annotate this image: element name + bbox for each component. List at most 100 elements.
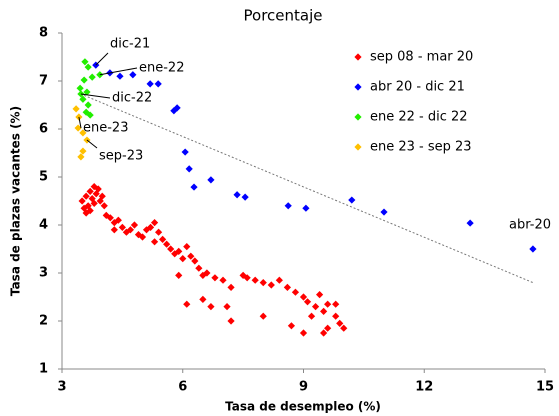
point	[86, 207, 94, 215]
point	[76, 84, 84, 92]
point	[233, 191, 241, 199]
point	[303, 298, 312, 306]
x-tick-label: 6	[178, 380, 187, 395]
point	[150, 219, 159, 227]
annotation-leader	[80, 93, 111, 99]
legend-label: ene 22 - dic 22	[370, 110, 468, 125]
point	[302, 204, 310, 212]
point	[84, 101, 92, 109]
point	[154, 80, 162, 88]
point	[118, 223, 126, 231]
point	[170, 107, 178, 115]
point	[155, 228, 163, 236]
annotation: ene-22	[139, 61, 184, 76]
point	[86, 187, 94, 195]
point	[74, 124, 82, 132]
point	[181, 148, 189, 156]
chart-subtitle: Porcentaje	[244, 7, 323, 25]
point	[129, 71, 137, 79]
point	[183, 300, 191, 308]
annotation: dic-22	[112, 91, 152, 106]
point	[114, 216, 122, 224]
point	[82, 192, 90, 200]
point	[199, 295, 207, 303]
point	[243, 274, 251, 282]
point	[191, 257, 199, 265]
point	[77, 90, 85, 98]
point	[336, 319, 344, 327]
point	[72, 105, 80, 113]
annotation-leader	[86, 139, 98, 149]
point	[223, 303, 231, 311]
legend-marker	[354, 143, 362, 151]
point	[241, 193, 249, 201]
annotation-leader	[95, 52, 109, 66]
point	[324, 324, 332, 332]
point	[380, 208, 388, 216]
point	[83, 88, 91, 96]
point	[284, 202, 292, 210]
point	[77, 153, 85, 161]
trend-line	[83, 94, 534, 284]
point	[316, 291, 324, 299]
point	[259, 279, 267, 287]
point	[116, 72, 124, 80]
legend-label: abr 20 - dic 21	[370, 80, 465, 95]
point	[195, 264, 203, 272]
point	[79, 95, 87, 103]
point	[126, 226, 135, 234]
legend-label: ene 23 - sep 23	[370, 140, 472, 155]
y-axis-label: Tasa de plazas vacantes (%)	[9, 106, 23, 296]
point	[307, 312, 316, 320]
point	[299, 293, 308, 301]
annotation: ene-23	[83, 121, 128, 136]
point	[275, 276, 283, 284]
y-tick-label: 2	[39, 314, 48, 329]
x-tick-label: 15	[536, 380, 554, 395]
point	[332, 312, 340, 320]
point	[324, 300, 332, 308]
point	[163, 240, 171, 248]
point	[311, 303, 320, 311]
point	[179, 255, 187, 263]
y-tick-label: 8	[39, 26, 48, 41]
annotation: abr-20	[509, 218, 551, 233]
annotation-leader	[78, 116, 82, 129]
point	[84, 63, 92, 71]
point	[79, 147, 87, 155]
point	[251, 276, 259, 284]
point	[79, 129, 87, 137]
point	[227, 317, 235, 325]
point	[82, 108, 90, 116]
point	[175, 271, 183, 279]
y-tick-label: 4	[39, 218, 48, 233]
point	[239, 271, 247, 279]
point	[86, 111, 94, 119]
x-tick-label: 3	[57, 380, 66, 395]
point	[207, 176, 215, 184]
annotation-leader	[99, 67, 138, 76]
point	[98, 192, 106, 200]
annotation: dic-21	[110, 37, 150, 52]
legend-marker	[354, 113, 362, 121]
point	[190, 183, 198, 191]
point	[106, 214, 114, 222]
point	[183, 243, 191, 251]
point	[299, 329, 308, 337]
point	[267, 281, 275, 289]
point	[203, 269, 211, 277]
point	[348, 196, 356, 204]
point	[175, 247, 183, 255]
legend-label: sep 08 - mar 20	[370, 50, 473, 65]
y-tick-label: 1	[39, 362, 48, 377]
x-tick-label: 12	[415, 380, 433, 395]
point	[130, 221, 139, 229]
point	[80, 76, 88, 84]
point	[78, 197, 86, 205]
point	[90, 199, 98, 207]
point	[466, 219, 474, 227]
point	[287, 322, 296, 330]
point	[110, 226, 118, 234]
legend-marker	[354, 83, 362, 91]
point	[167, 245, 175, 253]
